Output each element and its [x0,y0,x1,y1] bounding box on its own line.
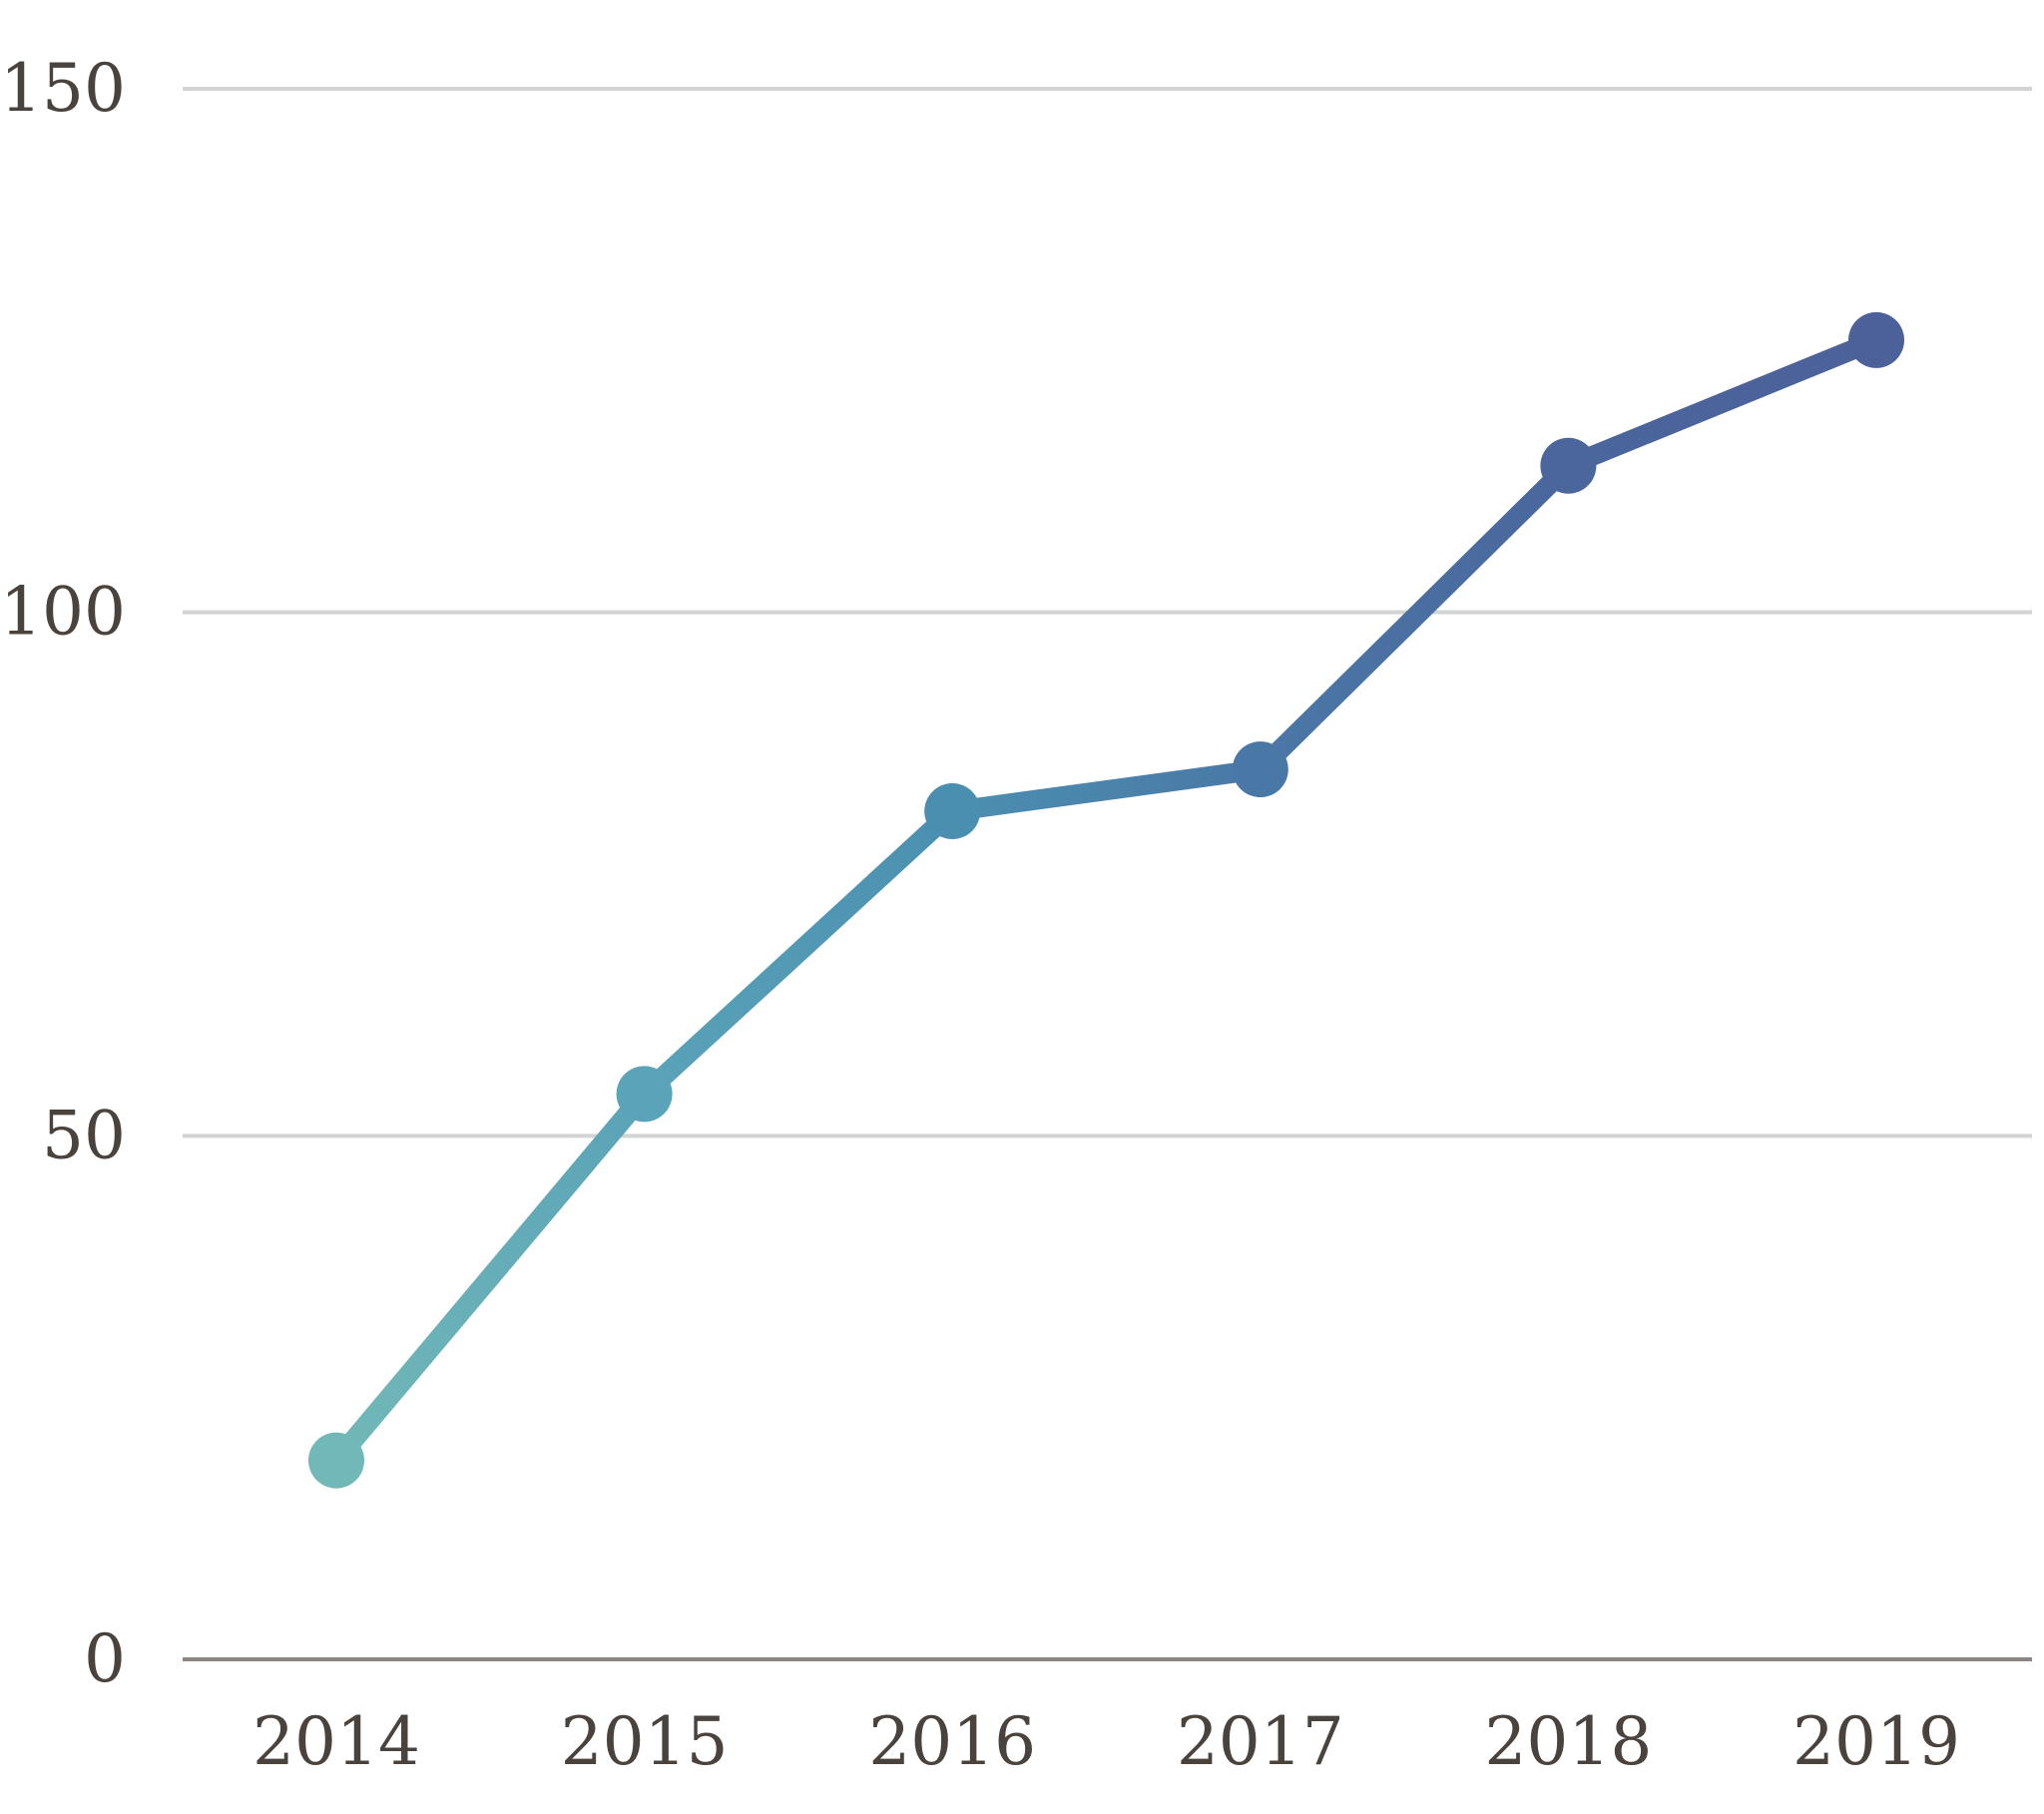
y-tick-label: 150 [0,50,126,127]
line-segment [1558,329,1886,476]
x-tick-label: 2019 [1792,1703,1960,1780]
x-tick-label: 2016 [868,1703,1036,1780]
y-tick-label: 100 [0,574,126,651]
series-points [308,311,1904,1489]
data-point [1232,741,1288,798]
x-axis-tick-labels: 2014 2015 2016 2017 2018 2019 [253,1703,1960,1780]
data-point [1540,437,1597,494]
y-axis-tick-labels: 0 50 100 150 [0,50,126,1697]
line-segment [326,1084,655,1471]
y-tick-label: 0 [84,1620,126,1697]
x-tick-label: 2018 [1484,1703,1652,1780]
data-point [616,1066,673,1123]
data-point [308,1432,364,1489]
line-segment [634,801,963,1105]
x-tick-label: 2014 [253,1703,420,1780]
x-tick-label: 2015 [561,1703,729,1780]
y-tick-label: 50 [42,1097,126,1173]
data-point [1848,311,1904,368]
series-line [326,329,1886,1471]
gridlines [183,87,2032,1661]
line-segment [942,759,1271,822]
line-segment [1250,455,1579,780]
data-point [924,783,981,840]
x-tick-label: 2017 [1177,1703,1344,1780]
